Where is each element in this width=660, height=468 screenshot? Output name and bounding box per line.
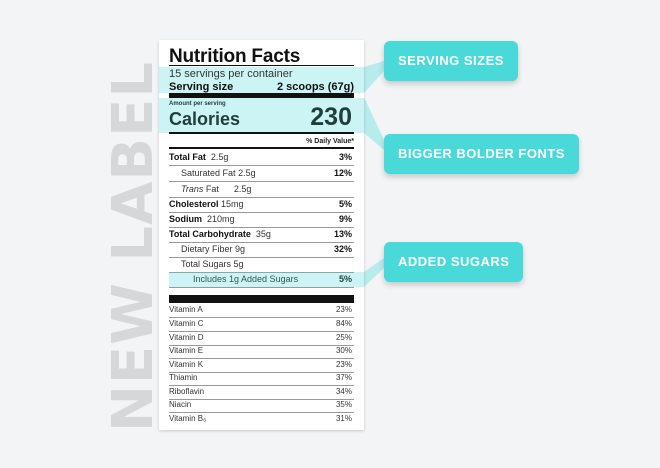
nutrient-row: Includes 1g Added Sugars 5%: [169, 272, 354, 288]
vitamin-row: Niacin 35%: [169, 398, 354, 413]
calories-highlight: [159, 98, 364, 133]
calories-label: Calories: [169, 109, 241, 129]
amount-per-serving: Amount per serving: [169, 101, 226, 107]
vitamin-row: Riboflavin 34%: [169, 385, 354, 400]
serving-size-label: Serving size: [169, 81, 234, 93]
vitamin-row: Vitamin K 23%: [169, 358, 354, 373]
vitamin-row: Vitamin D 25%: [169, 331, 354, 346]
serving-size-value: 2 scoops (67g): [276, 81, 354, 93]
nutrient-row: Saturated Fat 2.5g 12%: [169, 166, 354, 182]
fonts-connector: [364, 97, 384, 150]
vitamin-row: Vitamin E 30%: [169, 344, 354, 359]
added-sugars-highlight: [169, 272, 364, 287]
nutrient-row: Sodium 210mg 9%: [169, 212, 354, 228]
nutrient-row: Dietary Fiber 9g 32%: [169, 242, 354, 258]
nutrient-row: Total Sugars 5g: [169, 257, 354, 273]
daily-value-header: % Daily Value*: [306, 138, 354, 145]
serving-connector: [364, 61, 384, 93]
vitamin-row: Vitamin B₆ 31%: [169, 414, 352, 423]
callout-serving-sizes: SERVING SIZES: [384, 41, 518, 81]
label-title: Nutrition Facts: [169, 46, 301, 67]
callout-bigger-bolder-fonts: BIGGER BOLDER FONTS: [384, 134, 579, 174]
servings-per-container: 15 servings per container: [169, 68, 293, 80]
sugars-connector: [364, 258, 384, 287]
nutrient-row: Total Fat 2.5g 3%: [169, 150, 354, 166]
nutrient-row: Total Carbohydrate 35g 13%: [169, 227, 354, 243]
vitamin-row: Vitamin A 23%: [169, 303, 354, 318]
vitamin-row: Vitamin C 84%: [169, 317, 354, 332]
nutrition-label: Nutrition Facts 15 servings per containe…: [159, 40, 364, 430]
nutrient-row: Cholesterol 15mg 5%: [169, 197, 354, 213]
nutrient-row: Trans Fat 2.5g: [169, 182, 354, 198]
serving-highlight: [159, 67, 364, 93]
calories-value: 230: [310, 103, 352, 131]
callout-added-sugars: ADDED SUGARS: [384, 242, 524, 282]
vitamin-row: Thiamin 37%: [169, 371, 354, 386]
